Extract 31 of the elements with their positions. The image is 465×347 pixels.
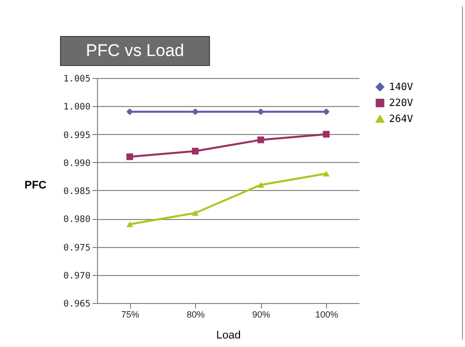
x-tick-label: 75%: [121, 310, 140, 320]
point: [322, 130, 330, 138]
x-tick-label: 90%: [252, 310, 270, 320]
y-tick-label: 0.965: [63, 300, 90, 310]
x-axis-title: Load: [216, 330, 241, 342]
y-tick-label: 0.985: [63, 187, 90, 197]
y-tick-label: 0.980: [63, 215, 90, 226]
point: [257, 182, 264, 188]
y-tick-label: 1.000: [63, 102, 90, 113]
y-tick-label: 0.990: [63, 158, 90, 169]
point: [257, 136, 264, 144]
point: [126, 108, 134, 116]
y-tick-label: 0.995: [63, 130, 90, 141]
y-tick-label: 1.005: [63, 74, 90, 84]
chart-title: PFC vs Load: [60, 36, 210, 66]
point: [192, 210, 199, 216]
point: [322, 108, 330, 116]
y-tick-label: 0.970: [63, 271, 90, 282]
legend-label: 140V: [389, 82, 414, 93]
y-tick-label: 0.975: [63, 243, 90, 254]
x-tick-label: 80%: [186, 310, 205, 320]
y-axis-title: PFC: [24, 180, 47, 192]
x-tick-label: 100%: [315, 310, 338, 320]
point: [322, 170, 330, 177]
point: [257, 108, 264, 116]
point: [126, 153, 134, 160]
point: [126, 221, 134, 228]
point: [192, 148, 199, 154]
legend-label: 264V: [389, 114, 414, 125]
legend-label: 220V: [389, 98, 414, 109]
point: [192, 108, 199, 116]
